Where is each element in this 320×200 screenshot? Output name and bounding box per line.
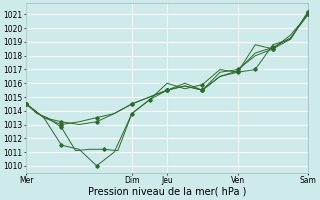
X-axis label: Pression niveau de la mer( hPa ): Pression niveau de la mer( hPa )	[88, 187, 246, 197]
